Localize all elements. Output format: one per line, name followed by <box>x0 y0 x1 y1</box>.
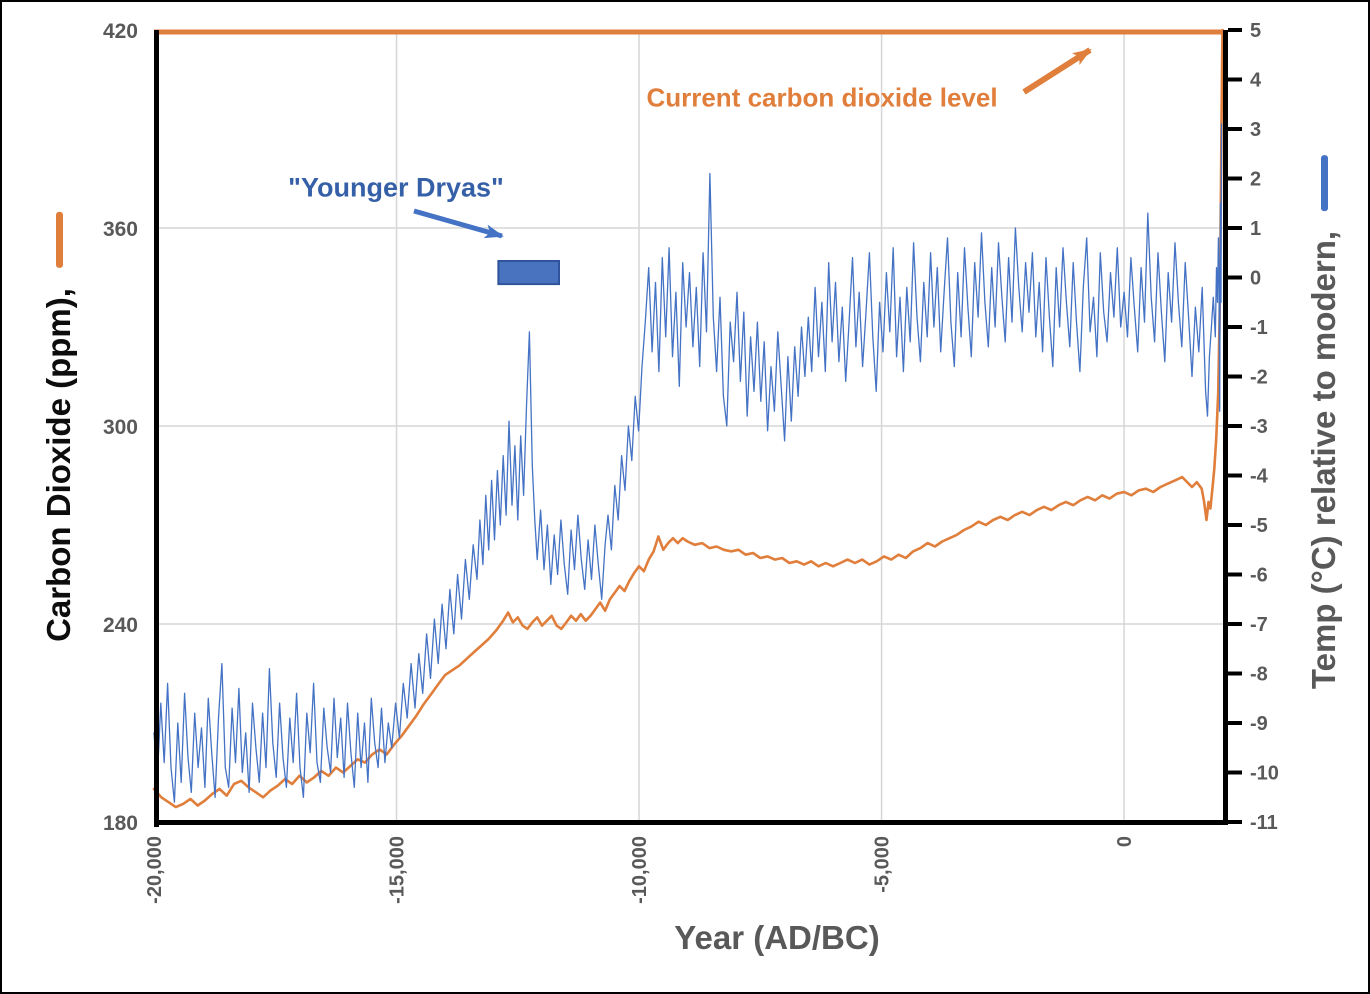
svg-text:-10: -10 <box>1250 763 1279 785</box>
svg-text:-5: -5 <box>1250 515 1268 537</box>
right-axis-title: Temp (°C) relative to modern, <box>1305 154 1343 690</box>
current-co2-label: Current carbon dioxide level <box>646 82 998 113</box>
svg-text:420: 420 <box>103 20 138 43</box>
svg-text:-2: -2 <box>1250 367 1268 389</box>
svg-text:3: 3 <box>1250 119 1261 141</box>
svg-text:5: 5 <box>1250 20 1261 42</box>
temp-series <box>153 123 1223 803</box>
svg-text:300: 300 <box>103 416 138 439</box>
svg-text:0: 0 <box>1250 268 1261 290</box>
gridlines <box>154 30 1224 822</box>
current-co2-arrow-icon <box>1022 47 1092 95</box>
svg-text:-1: -1 <box>1250 317 1268 339</box>
axis-tick-labels: 420 360 300 240 180 5 4 3 2 1 0 -1 -2 -3 -4 -5 -6 -7 -8 -9 -… <box>103 20 1279 904</box>
svg-text:1: 1 <box>1250 218 1261 240</box>
svg-text:-5,000: -5,000 <box>872 836 894 893</box>
younger-dryas-arrow-icon <box>413 208 504 239</box>
svg-text:360: 360 <box>103 218 138 241</box>
svg-text:-15,000: -15,000 <box>387 836 409 904</box>
svg-text:0: 0 <box>1114 836 1136 847</box>
svg-text:180: 180 <box>103 812 138 835</box>
svg-text:-6: -6 <box>1250 565 1268 587</box>
younger-dryas-label: "Younger Dryas" <box>288 172 504 203</box>
svg-text:-10,000: -10,000 <box>629 836 651 904</box>
svg-text:2: 2 <box>1250 169 1261 191</box>
svg-text:-4: -4 <box>1250 466 1269 488</box>
co2-legend-dash-icon <box>55 212 63 269</box>
svg-text:-9: -9 <box>1250 713 1268 735</box>
x-axis-title: Year (AD/BC) <box>674 919 880 956</box>
left-axis-title-text: Carbon Dioxide (ppm), <box>40 288 77 642</box>
younger-dryas-marker <box>497 260 561 286</box>
svg-text:-7: -7 <box>1250 614 1268 636</box>
svg-text:-3: -3 <box>1250 416 1268 438</box>
axes <box>154 28 1242 827</box>
temp-legend-dash-icon <box>1320 154 1328 211</box>
svg-text:-20,000: -20,000 <box>144 836 166 904</box>
svg-text:4: 4 <box>1250 70 1262 92</box>
right-axis-title-text: Temp (°C) relative to modern, <box>1305 230 1342 690</box>
svg-text:240: 240 <box>103 614 138 637</box>
svg-text:-11: -11 <box>1250 812 1278 834</box>
left-axis-title: Carbon Dioxide (ppm), <box>40 212 78 642</box>
svg-text:-8: -8 <box>1250 664 1268 686</box>
